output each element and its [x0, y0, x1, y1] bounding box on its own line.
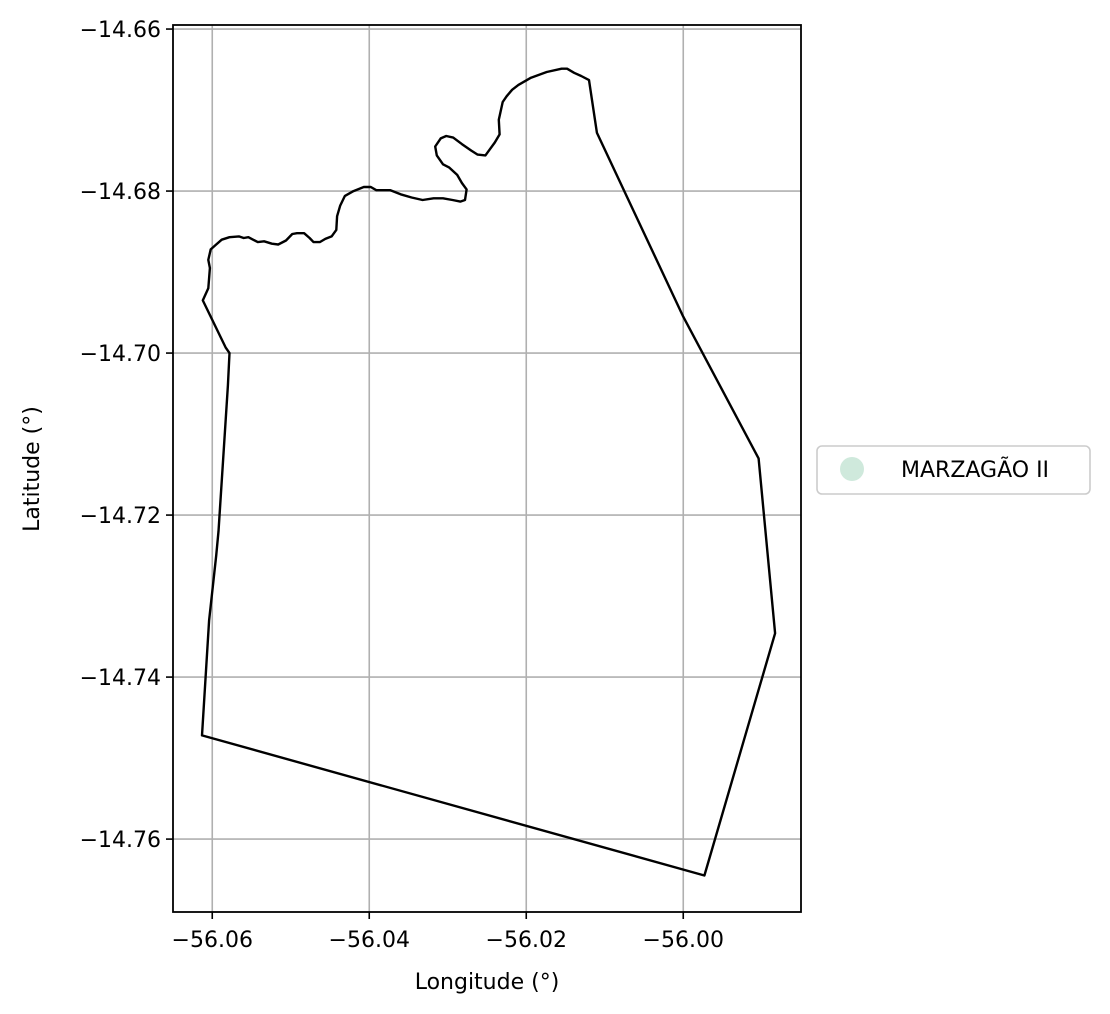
y-tick-label: −14.76	[80, 828, 161, 853]
x-tick-label: −56.04	[329, 928, 410, 953]
x-tick-label: −56.06	[172, 928, 253, 953]
grid-lines	[173, 25, 801, 912]
y-axis-label: Latitude (°)	[20, 406, 45, 532]
region-boundary-marzagao-ii	[200, 67, 777, 877]
legend-label-marzagao-ii: MARZAGÃO II	[901, 456, 1049, 483]
y-tick-label: −14.68	[80, 180, 161, 205]
legend-frame	[816, 445, 1091, 495]
y-tick-label: −14.74	[80, 666, 161, 691]
legend: MARZAGÃO II	[816, 445, 1091, 495]
y-tick-label: −14.66	[80, 18, 161, 43]
legend-marker-marzagao-ii	[840, 457, 864, 481]
x-tick-label: −56.00	[643, 928, 724, 953]
x-axis-label: Longitude (°)	[415, 970, 560, 995]
x-tick-label: −56.02	[486, 928, 567, 953]
y-axis-ticks: −14.66 −14.68 −14.70 −14.72 −14.74 −14.76	[80, 18, 173, 853]
y-tick-label: −14.72	[80, 504, 161, 529]
axes-frame	[172, 24, 802, 913]
x-axis-ticks: −56.06 −56.04 −56.02 −56.00	[172, 912, 724, 953]
y-tick-label: −14.70	[80, 342, 161, 367]
